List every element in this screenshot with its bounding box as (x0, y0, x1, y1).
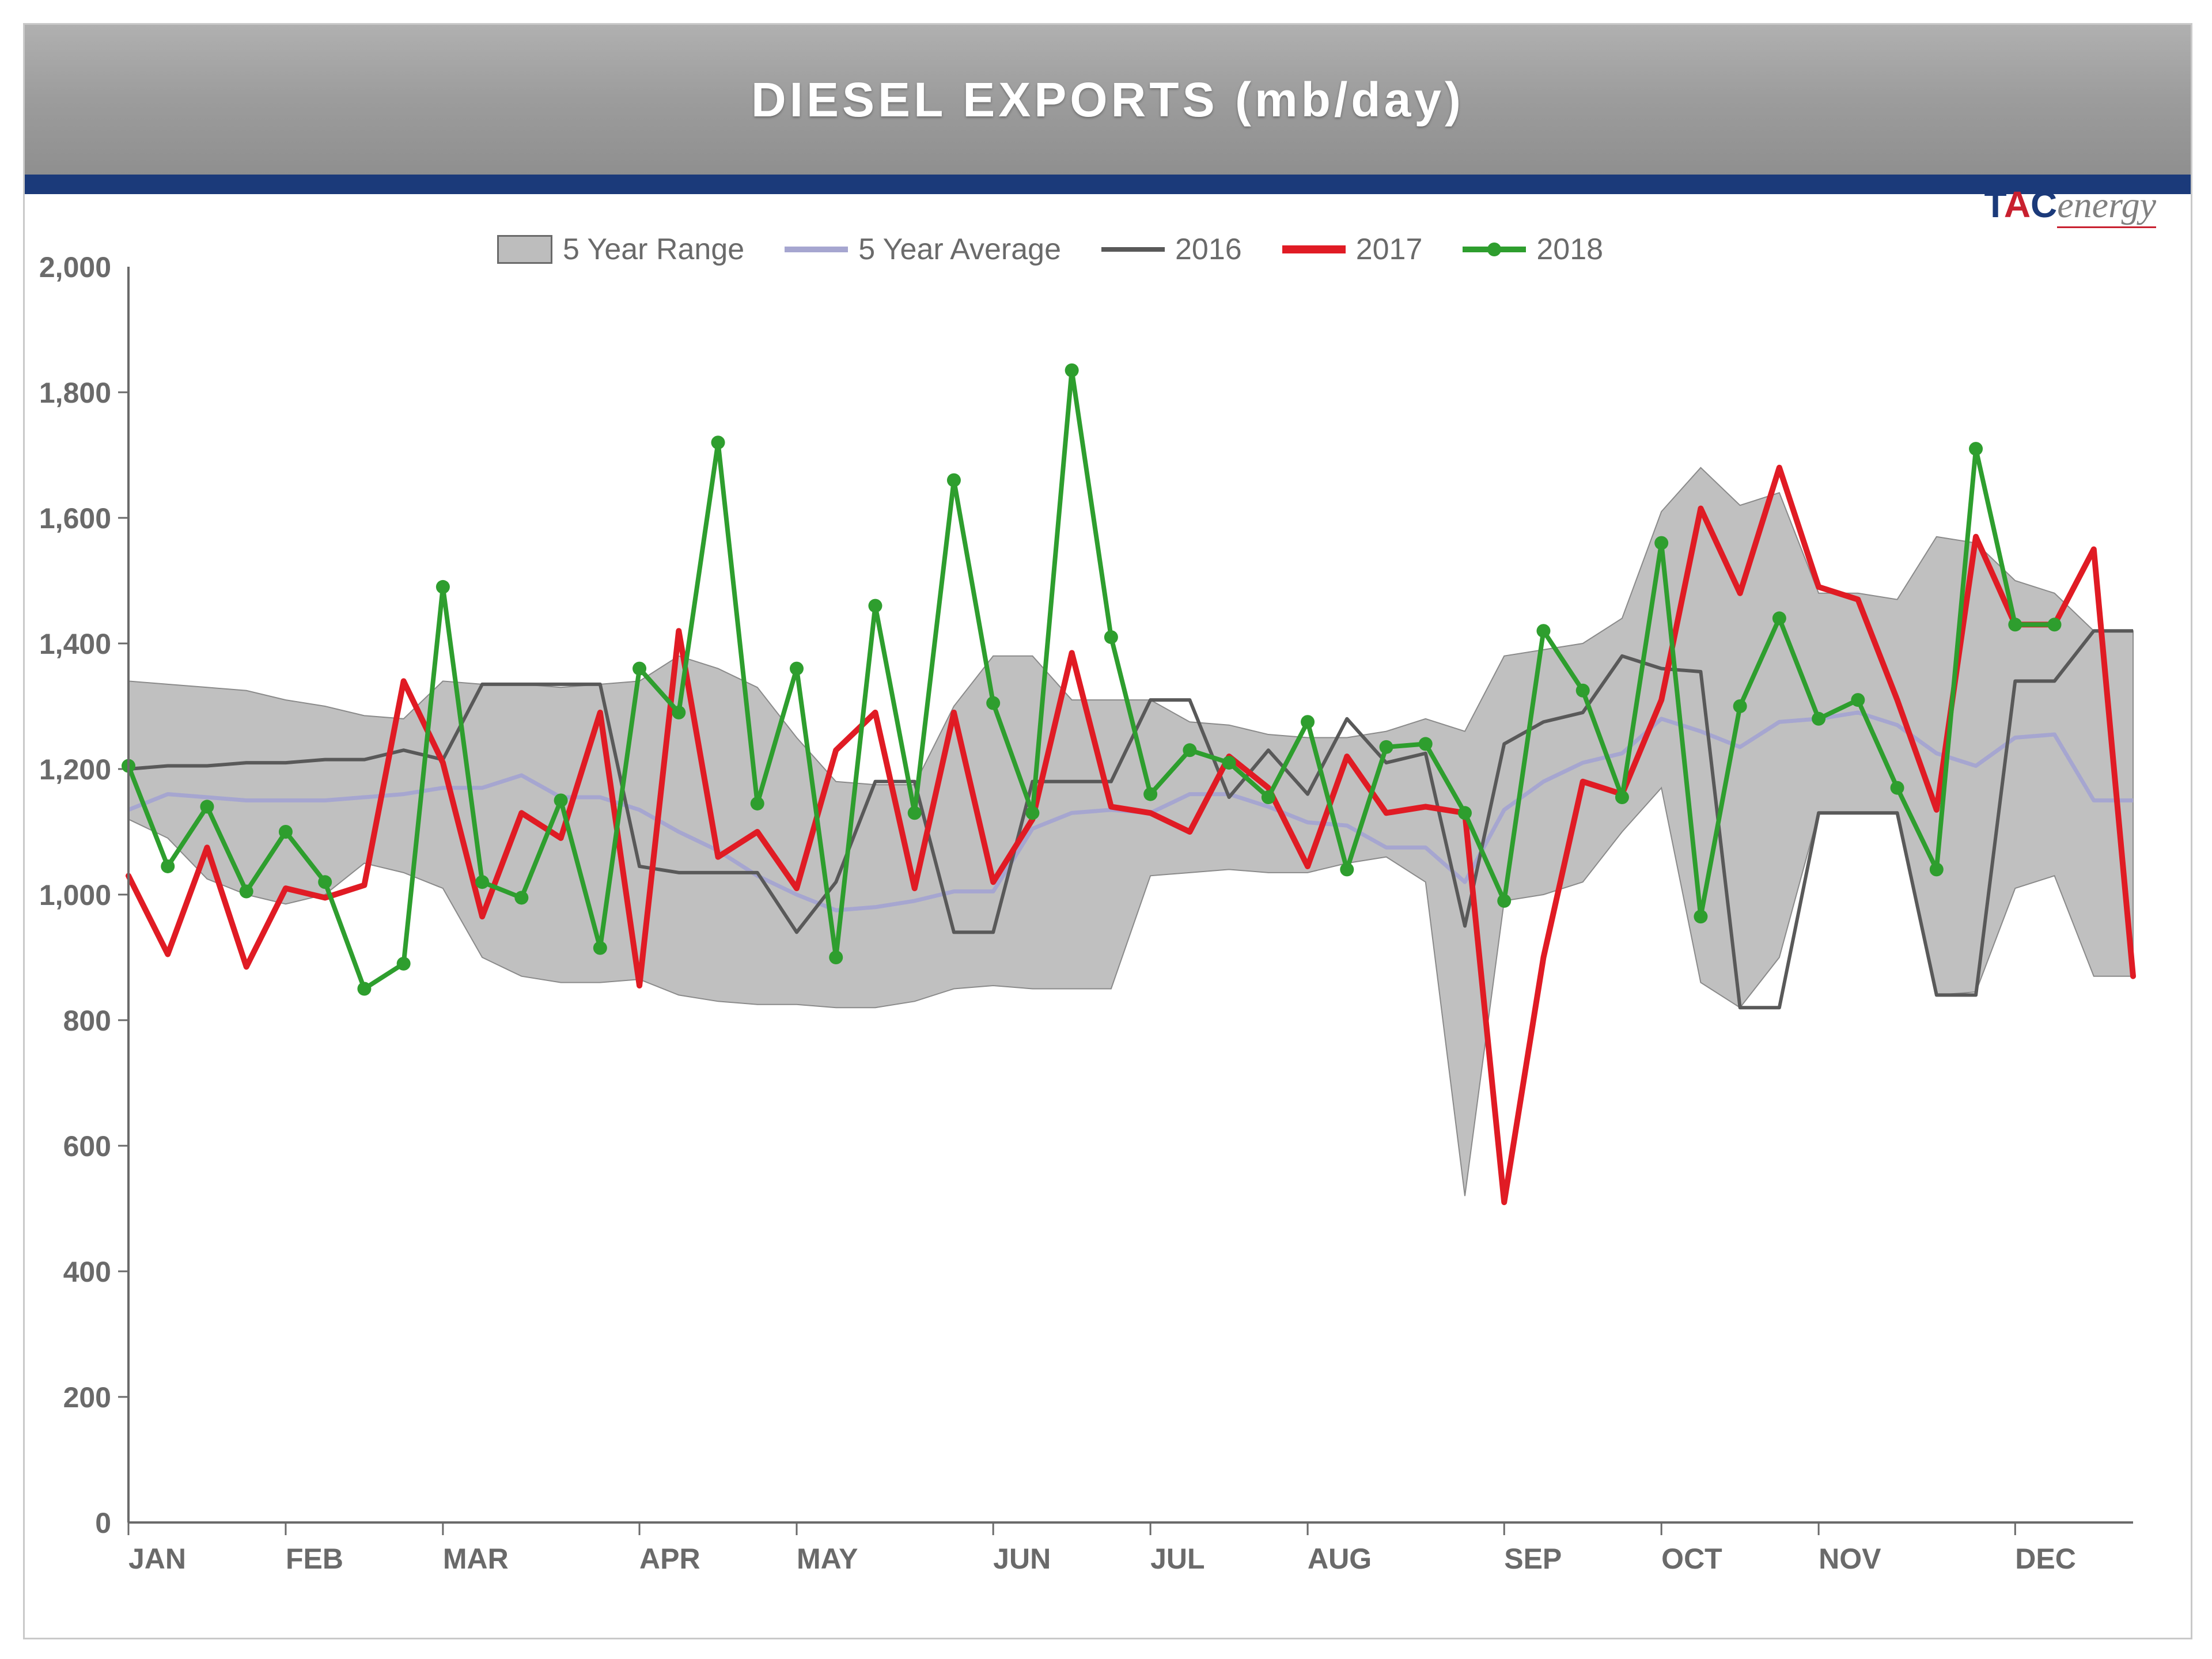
svg-text:APR: APR (639, 1543, 700, 1575)
svg-text:200: 200 (63, 1381, 111, 1414)
legend-label-2017: 2017 (1356, 232, 1423, 267)
svg-text:1,400: 1,400 (39, 628, 111, 660)
svg-text:1,600: 1,600 (39, 502, 111, 535)
legend-item-2016: 2016 (1101, 232, 1242, 267)
svg-text:JUL: JUL (1150, 1543, 1205, 1575)
legend-label-avg: 5 Year Average (858, 232, 1061, 267)
legend-line-2018-icon (1463, 241, 1526, 258)
legend-label-2018: 2018 (1536, 232, 1603, 267)
legend: 5 Year Range 5 Year Average 2016 2017 20… (497, 232, 1603, 267)
svg-text:0: 0 (95, 1507, 111, 1539)
svg-text:JUN: JUN (993, 1543, 1051, 1575)
svg-text:2,000: 2,000 (39, 251, 111, 283)
header-divider (25, 175, 2191, 194)
svg-text:FEB: FEB (286, 1543, 343, 1575)
legend-item-2018: 2018 (1463, 232, 1603, 267)
svg-text:600: 600 (63, 1130, 111, 1162)
svg-text:800: 800 (63, 1005, 111, 1037)
svg-text:MAY: MAY (797, 1543, 858, 1575)
legend-line-2017-icon (1282, 244, 1346, 255)
legend-item-range: 5 Year Range (497, 232, 744, 267)
svg-text:NOV: NOV (1819, 1543, 1881, 1575)
svg-text:1,000: 1,000 (39, 879, 111, 911)
svg-text:1,800: 1,800 (39, 377, 111, 409)
chart-svg: 0 200 400 600 800 1,000 1,200 1,400 1,600 1,800 2,… (25, 198, 2191, 1638)
svg-text:JAN: JAN (128, 1543, 186, 1575)
legend-line-avg-icon (785, 244, 848, 255)
legend-swatch-range (497, 235, 552, 264)
legend-item-avg: 5 Year Average (785, 232, 1061, 267)
chart-title: DIESEL EXPORTS (mb/day) (751, 72, 1464, 128)
legend-label-2016: 2016 (1175, 232, 1242, 267)
svg-text:MAR: MAR (443, 1543, 509, 1575)
chart-frame: DIESEL EXPORTS (mb/day) TACenergy 5 Year… (23, 23, 2192, 1639)
svg-text:AUG: AUG (1308, 1543, 1372, 1575)
legend-item-2017: 2017 (1282, 232, 1423, 267)
svg-text:400: 400 (63, 1256, 111, 1288)
chart-area: 5 Year Range 5 Year Average 2016 2017 20… (25, 198, 2191, 1638)
legend-line-2016-icon (1101, 244, 1165, 255)
title-bar: DIESEL EXPORTS (mb/day) TACenergy (25, 25, 2191, 175)
svg-text:SEP: SEP (1504, 1543, 1562, 1575)
svg-text:1,200: 1,200 (39, 753, 111, 786)
svg-text:OCT: OCT (1661, 1543, 1722, 1575)
legend-label-range: 5 Year Range (563, 232, 744, 267)
svg-text:DEC: DEC (2015, 1543, 2076, 1575)
